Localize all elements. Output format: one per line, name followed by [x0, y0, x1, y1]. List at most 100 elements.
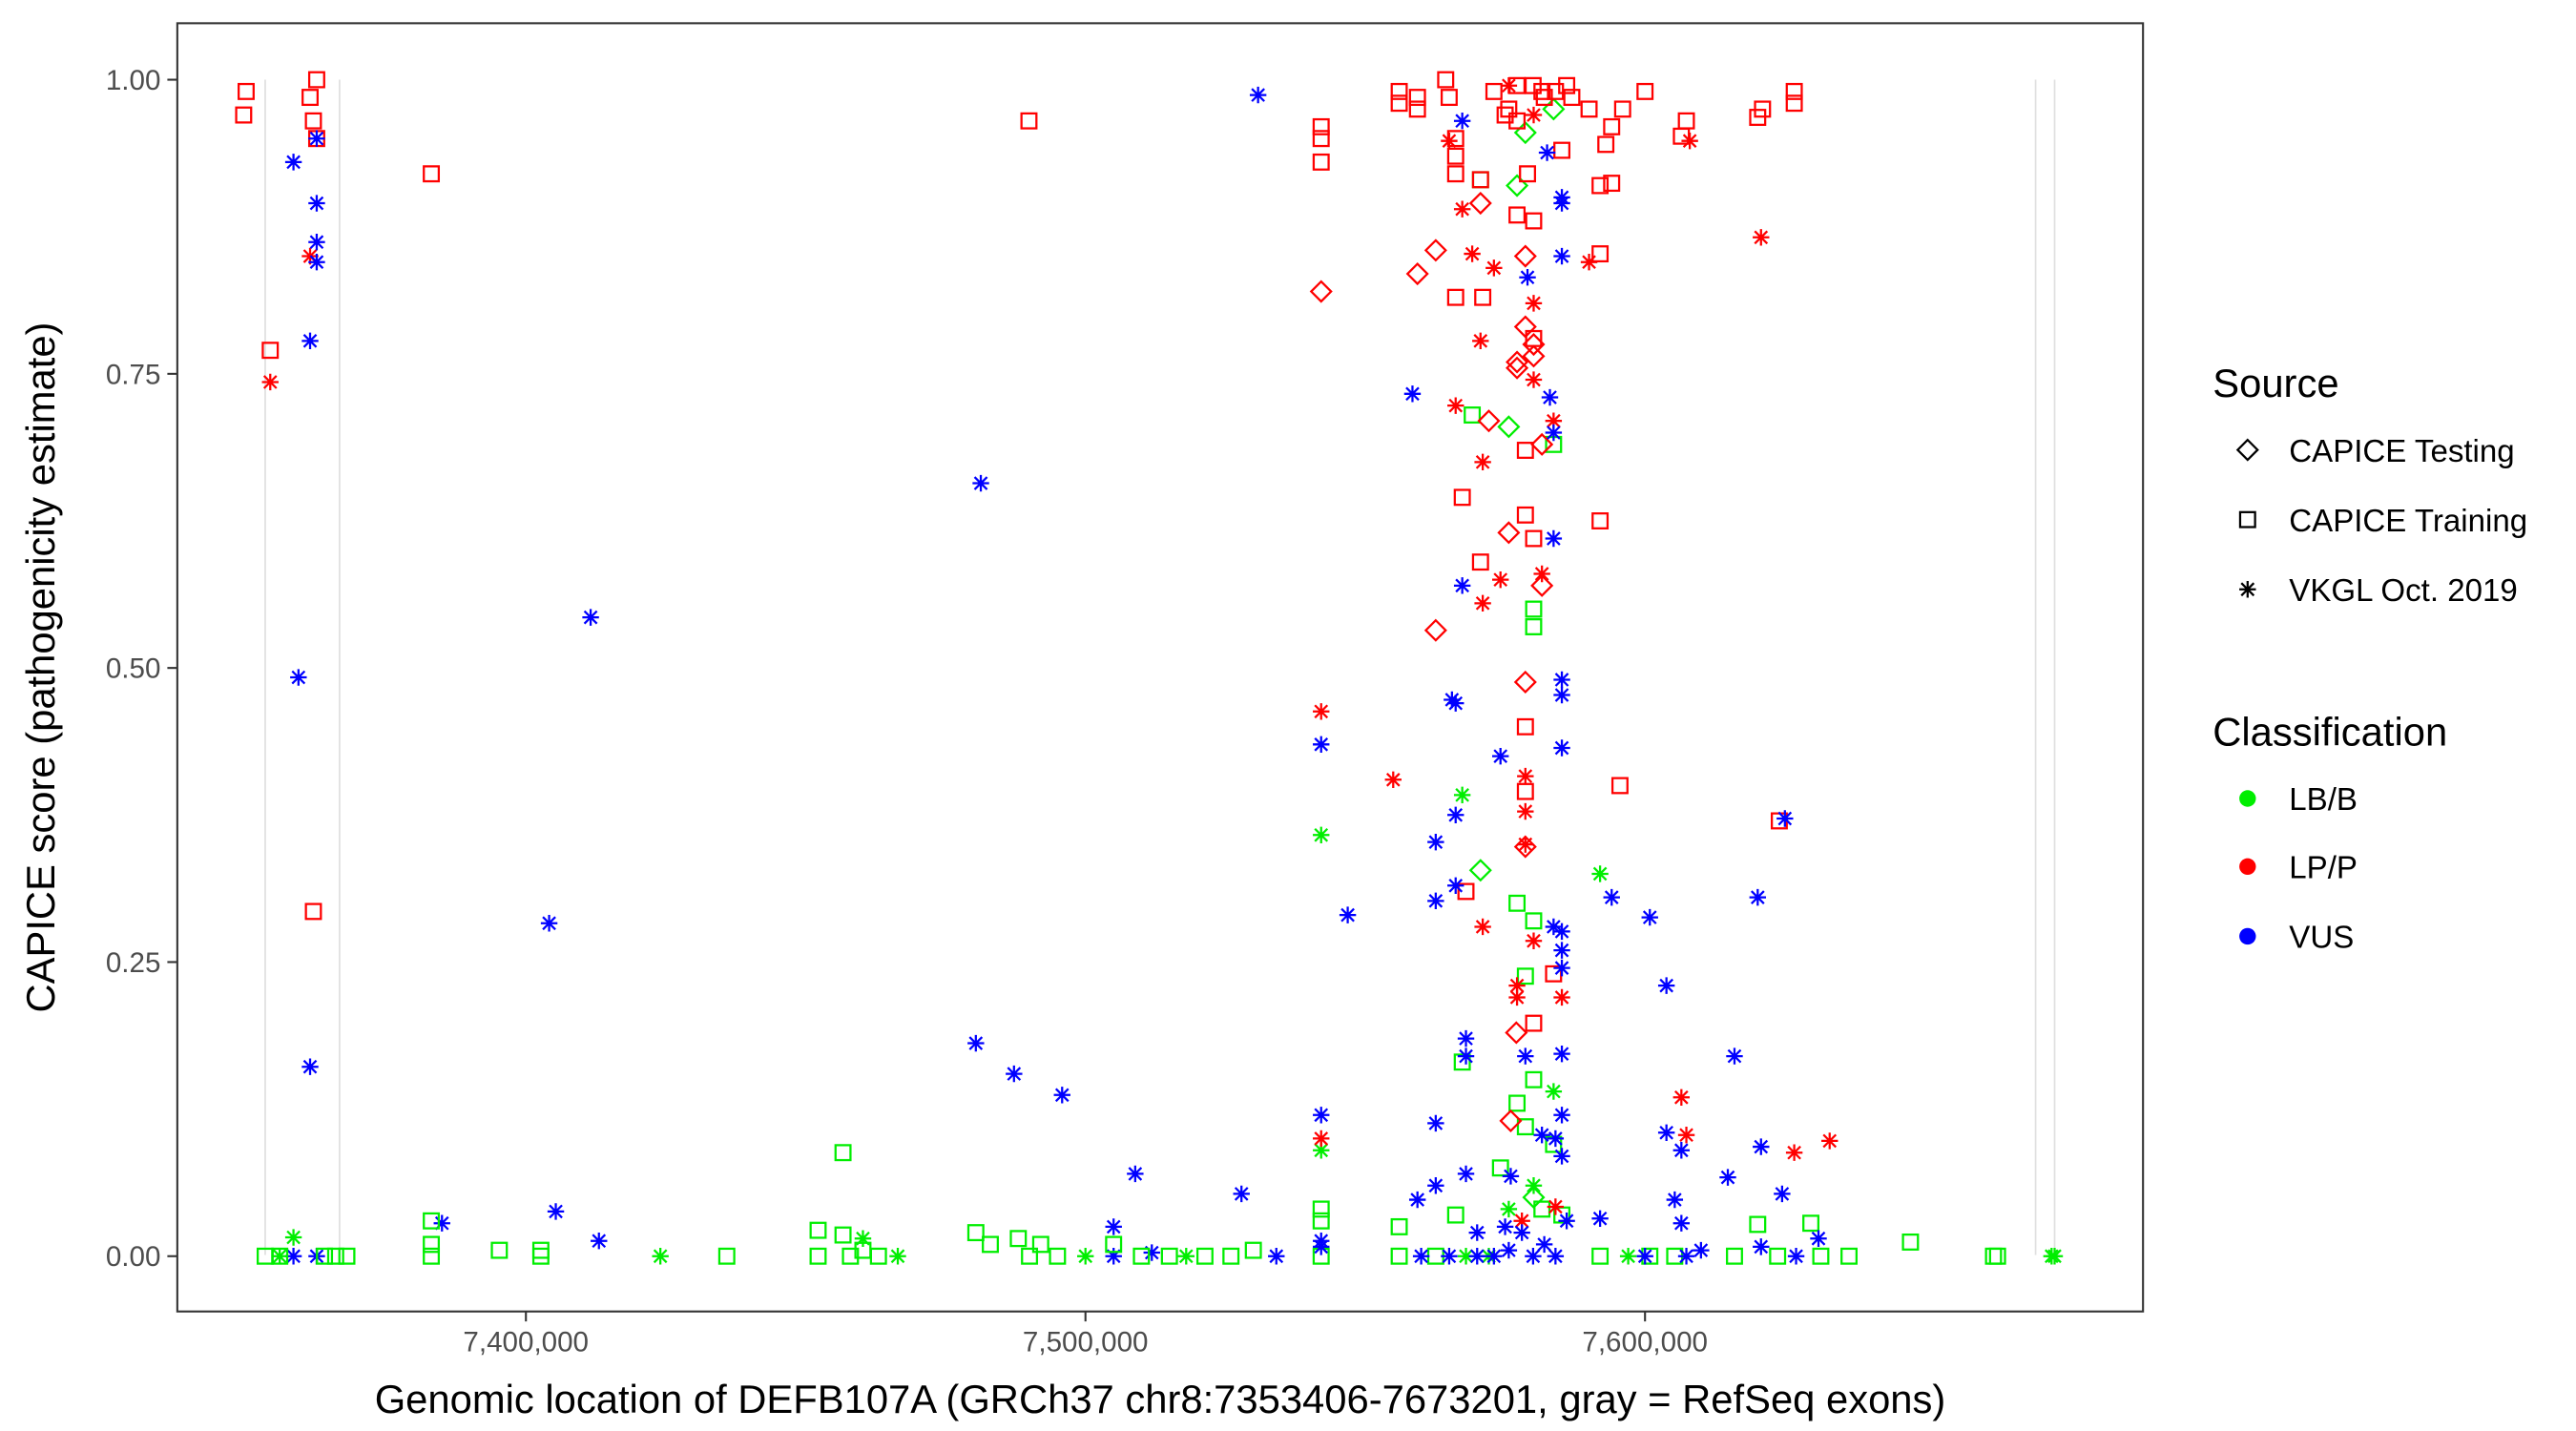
data-point-square: [1802, 1214, 1819, 1233]
data-point-asterisk: [582, 609, 599, 626]
data-point-asterisk: [1753, 229, 1770, 246]
data-point-square: [326, 1247, 344, 1265]
data-point-asterisk: [1810, 1230, 1827, 1247]
data-point-asterisk: [1500, 77, 1518, 94]
plot-panel-border: [176, 22, 2145, 1313]
data-point-asterisk: [1468, 1224, 1485, 1241]
data-point-asterisk: [1485, 259, 1503, 277]
data-point-asterisk: [1143, 1244, 1160, 1261]
legend-class-title: Classification: [2212, 709, 2447, 754]
data-point-square: [1591, 176, 1610, 195]
data-point-asterisk: [1533, 565, 1550, 583]
data-point-asterisk: [1492, 747, 1509, 765]
data-point-square: [1485, 82, 1503, 100]
data-point-square: [423, 1235, 441, 1254]
data-point-square: [1580, 100, 1598, 118]
data-point-square: [1677, 112, 1695, 130]
data-point-asterisk: [1006, 1065, 1023, 1083]
data-point-asterisk: [1525, 371, 1543, 388]
data-point-square: [1636, 82, 1654, 100]
data-point-asterisk: [1339, 906, 1357, 923]
data-point-asterisk: [1591, 1210, 1609, 1227]
data-point-asterisk: [1313, 736, 1330, 754]
data-point-square: [1525, 1070, 1543, 1089]
data-point-square: [1471, 171, 1489, 189]
data-point-square: [531, 1247, 550, 1265]
data-point-square: [338, 1247, 356, 1265]
data-point-asterisk: [1672, 1142, 1691, 1159]
data-point-asterisk: [1785, 1144, 1803, 1161]
data-point-asterisk: [1545, 529, 1563, 548]
data-point-asterisk: [1313, 1142, 1330, 1159]
data-point-square: [1597, 135, 1615, 154]
data-point-square: [1535, 89, 1553, 107]
data-point-asterisk: [1545, 1083, 1563, 1100]
legend-color-dot-icon: [2239, 790, 2256, 807]
data-point-asterisk: [1545, 424, 1563, 442]
data-point-square: [1516, 506, 1534, 524]
data-point-square: [1440, 89, 1458, 107]
data-point-square: [1390, 82, 1408, 100]
data-point-diamond: [1497, 415, 1521, 439]
data-point-asterisk: [1666, 1191, 1684, 1209]
data-point-asterisk: [301, 1058, 319, 1075]
data-point-asterisk: [1553, 739, 1570, 757]
data-point-asterisk: [1457, 1165, 1475, 1183]
data-point-asterisk: [284, 154, 302, 171]
data-point-asterisk: [2046, 1248, 2064, 1265]
y-tick-label: 1.00: [106, 65, 161, 96]
legend-color-dot-icon: [2239, 858, 2256, 876]
data-point-asterisk: [1525, 295, 1543, 312]
data-point-asterisk: [1693, 1241, 1710, 1259]
data-point-asterisk: [1517, 802, 1534, 820]
data-point-square: [490, 1241, 509, 1259]
data-point-square: [1785, 82, 1803, 100]
data-point-square: [1496, 106, 1514, 124]
data-point-diamond: [1497, 521, 1521, 545]
data-point-asterisk: [1508, 977, 1526, 994]
data-point-square: [1603, 175, 1621, 193]
data-point-asterisk: [1127, 1165, 1144, 1183]
data-point-square: [1453, 488, 1471, 507]
data-point-square: [1437, 71, 1455, 89]
data-point-square: [1749, 1215, 1767, 1234]
legend-source-title: Source: [2212, 361, 2338, 405]
data-point-square: [1508, 206, 1527, 224]
data-point-asterisk: [1453, 200, 1471, 218]
data-point-square: [1132, 1247, 1151, 1265]
data-point-square: [1408, 100, 1426, 118]
data-point-asterisk: [1513, 1224, 1530, 1241]
data-point-asterisk: [1553, 1045, 1570, 1063]
data-point-square: [809, 1247, 827, 1265]
data-point-asterisk: [1672, 1214, 1691, 1232]
data-point-diamond: [1468, 859, 1492, 882]
data-point-asterisk: [1753, 1138, 1770, 1155]
data-point-square: [841, 1247, 860, 1265]
data-point-square: [1558, 76, 1576, 94]
data-point-square: [423, 165, 441, 183]
data-point-diamond: [1530, 432, 1554, 456]
data-point-square: [301, 89, 319, 107]
data-point-asterisk: [1657, 977, 1675, 994]
data-point-square: [1785, 94, 1803, 113]
data-point-asterisk: [1105, 1248, 1122, 1265]
data-point-asterisk: [1641, 908, 1658, 926]
data-point-square: [1812, 1247, 1830, 1265]
data-point-asterisk: [1677, 1248, 1695, 1265]
data-point-asterisk: [1553, 195, 1570, 212]
data-point-asterisk: [1427, 1114, 1444, 1132]
data-point-diamond: [1405, 261, 1429, 286]
data-point-asterisk: [1558, 1213, 1575, 1230]
data-point-diamond: [1506, 350, 1529, 374]
data-point-asterisk: [1447, 695, 1465, 712]
data-point-square: [1446, 147, 1465, 165]
legend-square-icon: [2238, 510, 2256, 529]
data-point-asterisk: [1821, 1132, 1839, 1150]
y-tick-label: 0.25: [106, 947, 161, 979]
data-point-asterisk: [261, 373, 279, 391]
data-point-asterisk: [308, 130, 325, 147]
data-point-square: [304, 902, 322, 921]
exon-lines: [264, 79, 2056, 1255]
data-point-asterisk: [301, 332, 319, 350]
